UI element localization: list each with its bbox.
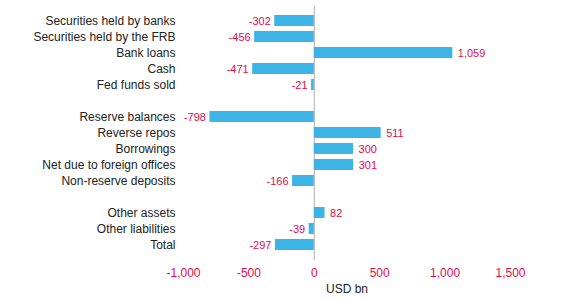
svg-text:500: 500 <box>370 266 390 280</box>
svg-text:1,059: 1,059 <box>458 47 486 59</box>
svg-text:Cash: Cash <box>147 62 175 76</box>
svg-text:300: 300 <box>359 143 377 155</box>
svg-text:1,000: 1,000 <box>430 266 460 280</box>
svg-text:301: 301 <box>359 159 377 171</box>
svg-text:1,500: 1,500 <box>495 266 525 280</box>
svg-text:-297: -297 <box>249 239 271 251</box>
svg-text:USD bn: USD bn <box>326 282 368 296</box>
svg-text:Reverse repos: Reverse repos <box>97 126 175 140</box>
svg-text:-39: -39 <box>289 223 305 235</box>
svg-text:Other liabilities: Other liabilities <box>97 222 176 236</box>
svg-text:-21: -21 <box>292 79 308 91</box>
svg-text:Other assets: Other assets <box>107 206 175 220</box>
svg-text:Net due to foreign offices: Net due to foreign offices <box>42 158 175 172</box>
svg-text:Borrowings: Borrowings <box>115 142 175 156</box>
svg-text:-798: -798 <box>184 111 206 123</box>
svg-text:-166: -166 <box>267 175 289 187</box>
svg-text:0: 0 <box>311 266 318 280</box>
svg-text:Securities held by the FRB: Securities held by the FRB <box>33 30 175 44</box>
svg-text:-471: -471 <box>227 63 249 75</box>
svg-text:Total: Total <box>150 238 175 252</box>
svg-text:-500: -500 <box>237 266 261 280</box>
svg-text:-1,000: -1,000 <box>166 266 200 280</box>
svg-text:-456: -456 <box>229 31 251 43</box>
svg-text:Bank loans: Bank loans <box>116 46 175 60</box>
svg-text:-302: -302 <box>249 15 271 27</box>
svg-text:Fed funds sold: Fed funds sold <box>97 78 176 92</box>
svg-text:Securities held by banks: Securities held by banks <box>45 14 175 28</box>
svg-text:511: 511 <box>386 127 404 139</box>
svg-text:Non-reserve deposits: Non-reserve deposits <box>61 174 175 188</box>
svg-text:Reserve balances: Reserve balances <box>79 110 175 124</box>
svg-text:82: 82 <box>330 207 342 219</box>
